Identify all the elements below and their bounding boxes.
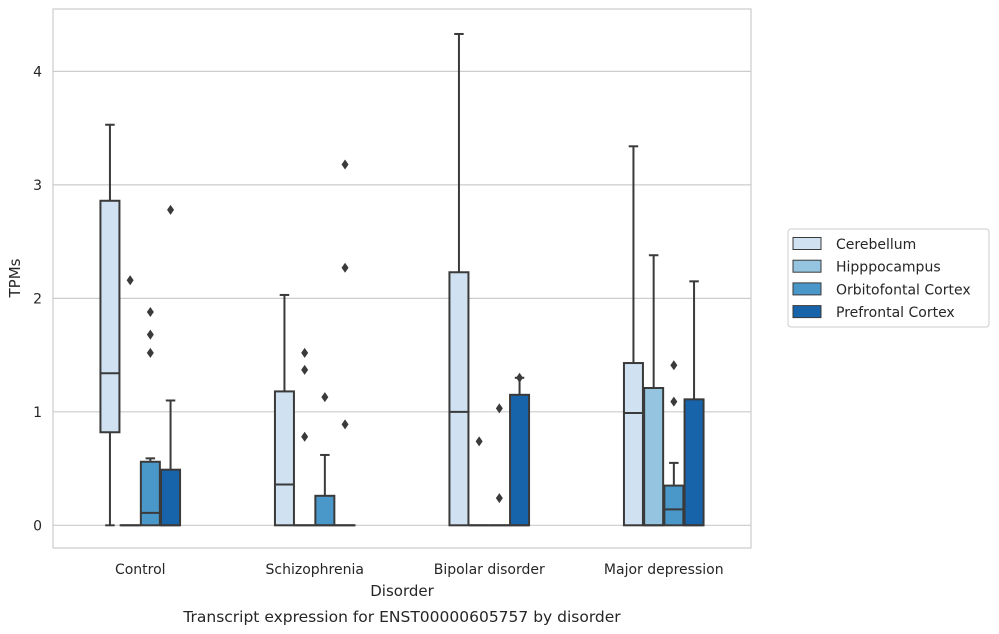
box: [663, 484, 685, 527]
box-groups: [99, 32, 705, 527]
legend-frame: [787, 228, 990, 328]
outlier-point: [301, 347, 309, 358]
outlier-point: [146, 347, 154, 358]
outlier-point: [321, 392, 329, 403]
legend-swatch: [792, 259, 822, 273]
legend: Cerebellum Hipppocampus Orbitofontal Corte…: [787, 228, 990, 328]
outlier-point: [670, 396, 678, 407]
box-hipppocampus: [468, 436, 490, 527]
outlier-point: [475, 436, 483, 447]
outlier-point: [670, 360, 678, 371]
legend-label: Orbitofontal Cortex: [836, 282, 971, 298]
y-axis-label: TPMs: [6, 258, 24, 298]
box: [99, 199, 121, 434]
box-hipppocampus: [119, 275, 141, 527]
box: [139, 460, 161, 527]
x-tick-label: Schizophrenia: [266, 562, 364, 578]
box-prefrontal-cortex: [334, 159, 356, 527]
outlier-point: [495, 493, 503, 504]
box-orbitofontal-cortex: [488, 403, 510, 527]
x-tick-label: Major depression: [604, 562, 724, 578]
outlier-point: [341, 262, 349, 273]
legend-swatch: [792, 237, 822, 250]
legend-label: Prefrontal Cortex: [836, 305, 955, 321]
y-tick-label: 1: [33, 405, 42, 421]
legend-swatch: [792, 305, 822, 319]
y-tick-labels: 0 1 2 3 4: [33, 64, 42, 534]
legend-label: Cerebellum: [836, 237, 916, 253]
outlier-point: [146, 306, 154, 317]
box-hipppocampus: [643, 254, 665, 527]
box-prefrontal-cortex: [160, 204, 182, 527]
outlier-point: [146, 329, 154, 340]
box: [160, 468, 182, 527]
x-tick-labels: Control Schizophrenia Bipolar disorder Majo…: [115, 562, 724, 578]
x-tick-label: Bipolar disorder: [434, 562, 545, 578]
outlier-point: [495, 403, 503, 414]
outlier-point: [301, 431, 309, 442]
box: [622, 362, 644, 527]
outlier-point: [126, 275, 134, 286]
box-cerebellum: [273, 293, 295, 527]
outlier-point: [341, 159, 349, 170]
y-tick-label: 4: [33, 64, 42, 80]
y-tick-label: 0: [33, 518, 42, 534]
legend-label: Hipppocampus: [836, 260, 941, 276]
box-orbitofontal-cortex: [663, 360, 685, 527]
plot-frame: [52, 8, 752, 549]
box-orbitofontal-cortex: [314, 392, 336, 527]
x-axis-label: Disorder: [370, 582, 434, 600]
box-prefrontal-cortex: [683, 280, 705, 527]
x-tick-label: Control: [115, 562, 166, 578]
box-cerebellum: [622, 145, 644, 527]
outlier-point: [516, 372, 524, 383]
y-tick-label: 3: [33, 178, 42, 194]
box-cerebellum: [448, 32, 470, 527]
outlier-point: [301, 364, 309, 375]
box: [509, 393, 531, 527]
outlier-point: [341, 419, 349, 430]
box-hipppocampus: [294, 347, 316, 527]
box-cerebellum: [99, 123, 121, 527]
box: [448, 271, 470, 527]
chart-caption: Transcript expression for ENST0000060575…: [182, 608, 621, 626]
box: [643, 387, 665, 527]
box: [683, 398, 705, 527]
box-orbitofontal-cortex: [139, 306, 161, 527]
box: [314, 494, 336, 527]
box: [273, 390, 295, 527]
y-tick-label: 2: [33, 291, 42, 307]
outlier-point: [167, 204, 175, 215]
legend-swatch: [792, 282, 822, 296]
box-prefrontal-cortex: [509, 372, 531, 527]
